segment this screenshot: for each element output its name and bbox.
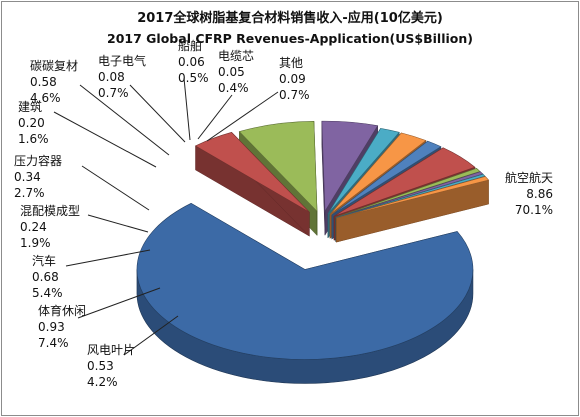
slice-name-0: 航空航天 [505,170,553,185]
leader-line-2 [77,287,161,319]
leader-line-10 [197,94,233,140]
leader-line-11 [206,91,279,142]
slice-percent-5: 2.7% [14,186,45,200]
leader-lines [53,77,279,356]
leader-line-6 [53,111,157,168]
pie-slice-7 [333,147,476,217]
slice-label-3: 汽车 0.68 5.4% [32,253,63,300]
slice-percent-1: 4.2% [87,375,118,389]
pie-slice-5 [329,132,427,215]
slice-value-3: 0.68 [32,270,59,284]
leader-line-4 [87,214,149,233]
slice-percent-4: 1.9% [20,236,51,250]
slice-label-4: 混配模成型 0.24 1.9% [20,204,80,250]
slice-value-1: 0.53 [87,359,114,373]
slice-value-8: 0.08 [98,70,125,84]
slice-value-7: 0.58 [30,75,57,89]
slice-name-6: 建筑 [18,99,42,114]
slice-percent-7: 4.6% [30,91,61,105]
leader-line-9 [183,77,191,141]
leader-line-3 [65,249,151,267]
slice-value-10: 0.05 [218,65,245,79]
slice-name-2: 体育休闲 [38,303,86,318]
slice-name-11: 其他 [279,56,303,70]
chart-subtitle: 2017 Global CFRP Revenues-Application(US… [107,31,473,46]
slice-percent-3: 5.4% [32,286,63,300]
slice-label-1: 风电叶片 0.53 4.2% [87,343,135,389]
slice-label-8: 电子电气 0.08 0.7% [98,53,146,100]
slice-percent-10: 0.4% [218,81,249,95]
slice-name-9: 船舶 [178,38,202,53]
slice-percent-11: 0.7% [279,88,310,102]
slice-name-5: 压力容器 [14,153,62,168]
chart-title: 2017全球树脂基复合材料销售收入-应用(10亿美元) [137,11,443,26]
pie-slice-1 [194,131,310,213]
slice-value-6: 0.20 [18,116,45,130]
pie-slice-3 [321,120,379,213]
slice-name-8: 电子电气 [98,53,146,68]
slice-label-11: 其他 0.09 0.7% [279,56,310,102]
leader-line-8 [129,84,186,143]
slice-label-0: 航空航天 8.86 70.1% [505,170,553,217]
slice-percent-6: 1.6% [18,132,49,146]
leader-line-7 [79,84,170,156]
slice-percent-9: 0.5% [178,71,209,85]
leader-line-1 [123,315,179,356]
leader-line-5 [81,165,150,211]
slice-value-2: 0.93 [38,320,65,334]
slice-value-0: 8.86 [526,187,553,201]
slice-label-7: 碳碳复材 0.58 4.6% [30,59,78,105]
slice-name-7: 碳碳复材 [30,59,78,73]
slice-label-9: 船舶 0.06 0.5% [178,38,209,85]
slice-label-2: 体育休闲 0.93 7.4% [38,303,86,350]
slice-value-4: 0.24 [20,220,47,234]
slice-value-11: 0.09 [279,72,306,86]
pie-slice-11 [336,176,490,219]
data-labels: 航空航天 8.86 70.1% 风电叶片 0.53 4.2% 体育休闲 0.93 7.4% 汽车 0… [14,38,553,389]
slice-name-4: 混配模成型 [20,204,80,218]
slice-percent-2: 7.4% [38,336,69,350]
pie-slice-4 [327,128,400,215]
pie-slice-10 [336,173,486,219]
pie-slice-2 [238,121,318,213]
slice-label-5: 压力容器 0.34 2.7% [14,153,62,200]
slice-name-3: 汽车 [32,253,56,268]
slice-name-1: 风电叶片 [87,343,135,357]
pie-slice-6 [331,140,442,216]
slice-percent-8: 0.7% [98,86,129,100]
slice-name-10: 电缆芯 [218,49,254,63]
pie-slice-8 [335,168,481,218]
slice-percent-0: 70.1% [515,203,553,217]
slice-value-9: 0.06 [178,55,205,69]
pie-slice-0 [136,202,474,360]
slice-label-6: 建筑 0.20 1.6% [18,99,49,146]
slice-value-5: 0.34 [14,170,41,184]
pie-tops [136,120,490,360]
slice-label-10: 电缆芯 0.05 0.4% [218,49,254,95]
